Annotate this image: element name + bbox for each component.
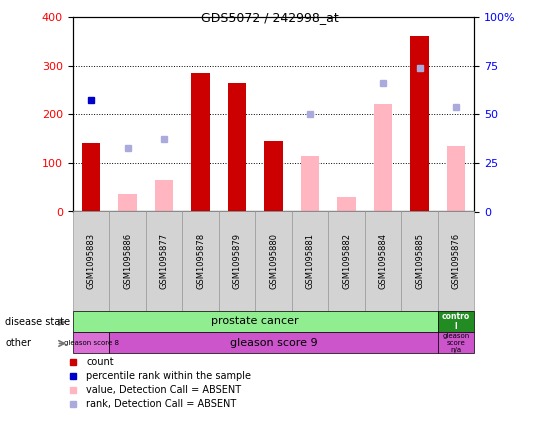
Text: GSM1095876: GSM1095876 (452, 233, 460, 289)
Text: count: count (86, 357, 114, 367)
Text: contro
l: contro l (442, 312, 470, 331)
Bar (438, 212, 474, 311)
Bar (109, 212, 146, 311)
Bar (410, 36, 429, 212)
Bar (438, 332, 474, 353)
Bar (438, 311, 474, 332)
Bar (328, 212, 365, 311)
Text: disease state: disease state (5, 317, 71, 327)
Bar (191, 73, 210, 212)
Text: GDS5072 / 242998_at: GDS5072 / 242998_at (201, 11, 338, 24)
Bar (119, 195, 137, 212)
Text: GSM1095884: GSM1095884 (378, 233, 388, 289)
Text: GSM1095880: GSM1095880 (269, 233, 278, 289)
Bar (182, 212, 219, 311)
Text: rank, Detection Call = ABSENT: rank, Detection Call = ABSENT (86, 398, 237, 409)
Bar (337, 197, 356, 212)
Text: gleason
score
n/a: gleason score n/a (443, 332, 469, 353)
Text: GSM1095881: GSM1095881 (306, 233, 315, 289)
Bar (374, 104, 392, 212)
Bar (301, 156, 319, 212)
Text: other: other (5, 338, 31, 349)
Text: GSM1095877: GSM1095877 (160, 233, 169, 289)
Bar (255, 212, 292, 311)
Bar (228, 82, 246, 212)
Text: GSM1095886: GSM1095886 (123, 233, 132, 289)
Text: value, Detection Call = ABSENT: value, Detection Call = ABSENT (86, 385, 241, 395)
Text: gleason score 9: gleason score 9 (230, 338, 317, 348)
Bar (73, 212, 109, 311)
Bar (109, 332, 438, 353)
Bar (402, 212, 438, 311)
Bar (219, 212, 255, 311)
Bar (82, 143, 100, 212)
Bar (155, 180, 173, 212)
Text: gleason score 8: gleason score 8 (64, 340, 119, 346)
Bar (265, 141, 282, 212)
Text: prostate cancer: prostate cancer (211, 316, 299, 327)
Bar (292, 212, 328, 311)
Bar (447, 146, 465, 212)
Text: percentile rank within the sample: percentile rank within the sample (86, 371, 251, 381)
Text: GSM1095878: GSM1095878 (196, 233, 205, 289)
Bar (146, 212, 182, 311)
Bar (365, 212, 402, 311)
Bar (73, 332, 109, 353)
Text: GSM1095883: GSM1095883 (87, 233, 95, 289)
Text: GSM1095885: GSM1095885 (415, 233, 424, 289)
Text: GSM1095882: GSM1095882 (342, 233, 351, 289)
Text: GSM1095879: GSM1095879 (232, 233, 241, 289)
